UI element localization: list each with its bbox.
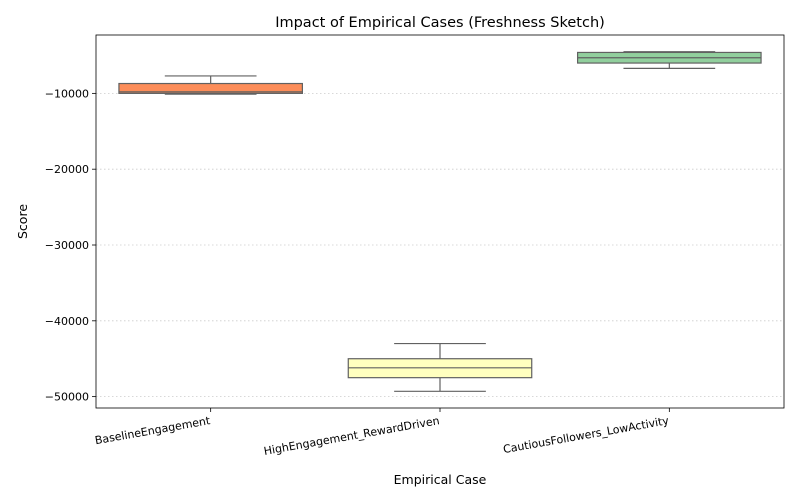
- box-2: [576, 51, 762, 69]
- y-tick-label: −40000: [45, 315, 89, 328]
- y-tick-label: −50000: [45, 391, 89, 404]
- chart-title: Impact of Empirical Cases (Freshness Ske…: [275, 15, 605, 31]
- box-1: [347, 342, 533, 392]
- y-axis: −10000 −20000 −30000 −40000 −50000: [45, 87, 96, 404]
- grid-lines: [96, 92, 784, 398]
- iqr-box: [118, 82, 303, 94]
- y-tick-label: −30000: [45, 239, 89, 252]
- y-tick-label: −10000: [45, 87, 89, 100]
- box-series: [118, 51, 762, 392]
- y-axis-title: Score: [15, 204, 30, 239]
- y-tick-label: −20000: [45, 163, 89, 176]
- box-0: [118, 75, 303, 95]
- x-axis-title: Empirical Case: [394, 472, 487, 487]
